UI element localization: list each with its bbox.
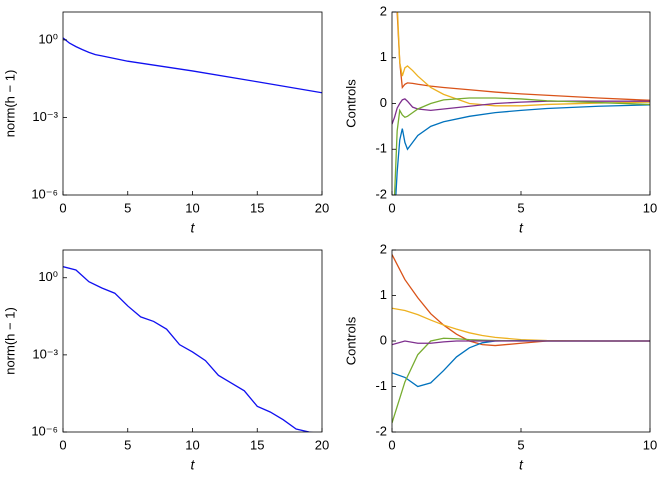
axes-frame bbox=[62, 249, 323, 433]
line bbox=[392, 337, 650, 424]
line bbox=[393, 97, 650, 195]
x-tick-label: 10 bbox=[643, 200, 657, 215]
line bbox=[63, 266, 314, 432]
y-tick-label: 10⁻³ bbox=[32, 346, 58, 361]
y-tick-label: 2 bbox=[380, 3, 387, 18]
subplot: 0 5 10 15 20 10⁻⁶ 10⁻³ 10⁰ t norm(h − 1) bbox=[2, 11, 329, 236]
line bbox=[395, 104, 650, 195]
y-tick-label: 0 bbox=[380, 95, 387, 110]
y-tick-label: 10⁻⁶ bbox=[31, 423, 58, 438]
y-tick-label: -1 bbox=[375, 141, 387, 156]
x-tick-label: 5 bbox=[517, 437, 524, 452]
y-axis-label: Controls bbox=[343, 79, 358, 128]
subplot: 0 5 10 15 20 10⁻⁶ 10⁻³ 10⁰ t norm(h − 1) bbox=[2, 249, 329, 473]
line bbox=[392, 339, 650, 388]
line bbox=[392, 340, 650, 346]
y-tick-label: -2 bbox=[375, 423, 387, 438]
x-tick-label: 10 bbox=[185, 200, 199, 215]
subplot: 0 5 10 -2 -1 0 1 2 t Controls bbox=[343, 3, 657, 236]
y-tick-label: -2 bbox=[375, 186, 387, 201]
axes-frame bbox=[62, 11, 323, 196]
y-tick-label: 1 bbox=[380, 287, 387, 302]
x-tick-label: 10 bbox=[643, 437, 657, 452]
x-tick-label: 5 bbox=[517, 200, 524, 215]
x-tick-label: 5 bbox=[124, 200, 131, 215]
y-axis-label: Controls bbox=[343, 316, 358, 365]
y-tick-label: 10⁻³ bbox=[32, 109, 58, 124]
y-tick-label: 10⁰ bbox=[38, 31, 58, 46]
line bbox=[396, 12, 650, 101]
x-tick-label: 0 bbox=[388, 200, 395, 215]
x-tick-label: 0 bbox=[59, 200, 66, 215]
x-tick-label: 5 bbox=[124, 437, 131, 452]
y-tick-label: 1 bbox=[380, 49, 387, 64]
x-axis-label: t bbox=[191, 220, 196, 236]
x-tick-label: 0 bbox=[59, 437, 66, 452]
y-tick-label: 0 bbox=[380, 332, 387, 347]
y-axis-label: norm(h − 1) bbox=[2, 70, 17, 138]
x-axis-label: t bbox=[519, 457, 524, 473]
line bbox=[396, 12, 650, 107]
line bbox=[63, 37, 322, 94]
y-tick-label: 10⁻⁶ bbox=[31, 186, 58, 201]
x-tick-label: 15 bbox=[250, 437, 264, 452]
line bbox=[392, 254, 650, 347]
y-axis-label: norm(h − 1) bbox=[2, 307, 17, 375]
x-tick-label: 20 bbox=[315, 437, 329, 452]
y-tick-label: -1 bbox=[375, 378, 387, 393]
x-axis-label: t bbox=[519, 220, 524, 236]
x-tick-label: 20 bbox=[315, 200, 329, 215]
y-tick-label: 2 bbox=[380, 241, 387, 256]
x-tick-label: 15 bbox=[250, 200, 264, 215]
subplot: 0 5 10 -2 -1 0 1 2 t Controls bbox=[343, 241, 657, 472]
y-tick-label: 10⁰ bbox=[38, 269, 58, 284]
x-tick-label: 10 bbox=[185, 437, 199, 452]
x-tick-label: 0 bbox=[388, 437, 395, 452]
x-axis-label: t bbox=[191, 457, 196, 473]
